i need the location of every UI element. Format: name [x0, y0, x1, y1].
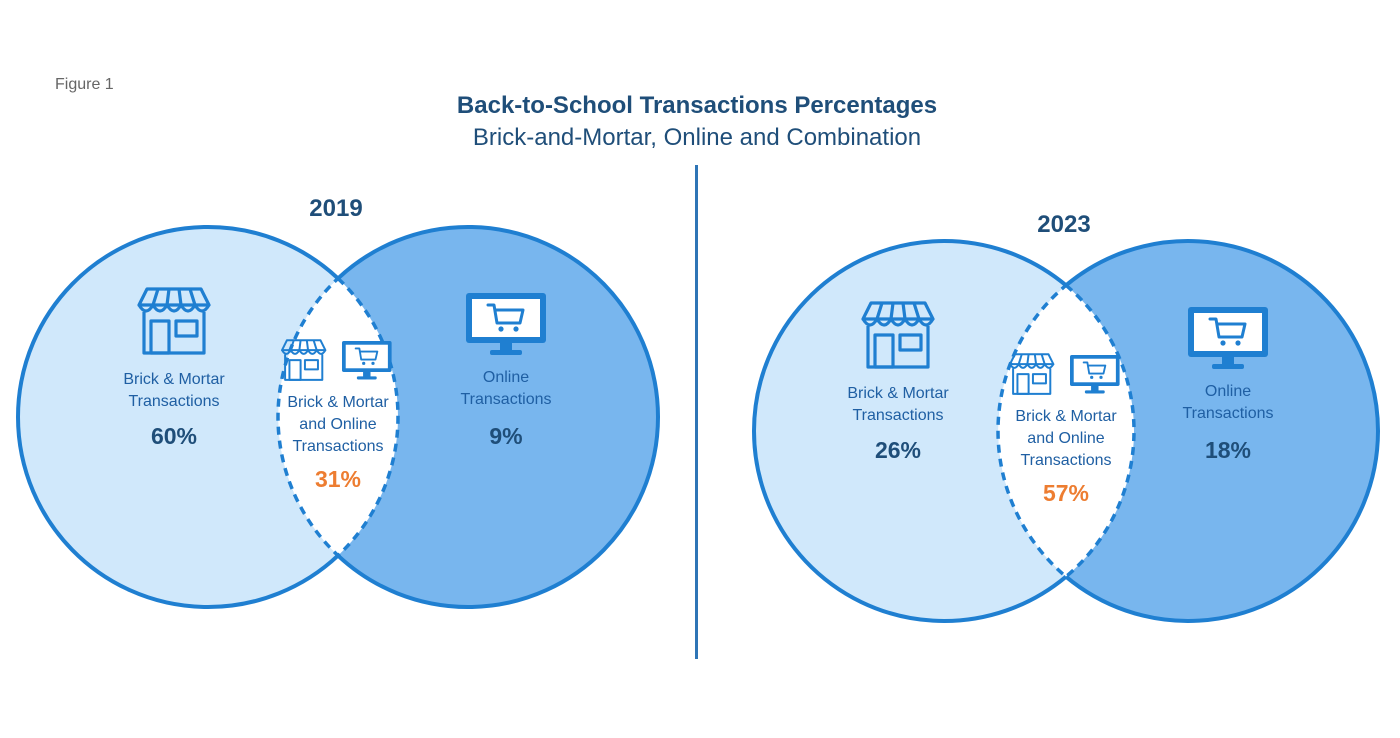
- online-outline: [1064, 239, 1380, 623]
- overlap-label: Brick & Mortar: [1015, 408, 1117, 425]
- venn-2023: 2023 Brick & Mortar Transactions 26% Online T…: [752, 211, 1380, 623]
- brick-mortar-value: 26%: [875, 437, 921, 463]
- brick-mortar-label: Transactions: [129, 393, 220, 410]
- storefront-icon: [861, 301, 935, 369]
- storefront-icon: [137, 287, 211, 355]
- online-label: Online: [483, 369, 529, 386]
- figure-label: Figure 1: [55, 76, 114, 93]
- online-value: 9%: [489, 423, 522, 449]
- monitor-cart-icon: [1188, 307, 1268, 369]
- overlap-label: Transactions: [1021, 452, 1112, 469]
- brick-mortar-label: Transactions: [853, 407, 944, 424]
- panel-divider: [695, 165, 698, 659]
- monitor-cart-icon: [342, 341, 392, 380]
- brick-mortar-label: Brick & Mortar: [123, 371, 225, 388]
- online-outline: [336, 225, 660, 609]
- monitor-cart-icon: [1070, 355, 1120, 394]
- overlap-label: Brick & Mortar: [287, 394, 389, 411]
- overlap-value: 31%: [315, 466, 361, 492]
- brick-mortar-value: 60%: [151, 423, 197, 449]
- monitor-cart-icon: [466, 293, 546, 355]
- online-label: Transactions: [1183, 405, 1274, 422]
- venn-year-label: 2019: [309, 195, 362, 222]
- storefront-icon: [1009, 353, 1055, 395]
- online-value: 18%: [1205, 437, 1251, 463]
- overlap-label: and Online: [1027, 430, 1104, 447]
- online-label: Online: [1205, 383, 1251, 400]
- online-label: Transactions: [461, 391, 552, 408]
- venn-year-label: 2023: [1037, 211, 1090, 238]
- storefront-icon: [281, 339, 327, 381]
- brick-mortar-outline: [752, 239, 1068, 623]
- overlap-label: and Online: [299, 416, 376, 433]
- overlap-value: 57%: [1043, 480, 1089, 506]
- brick-mortar-label: Brick & Mortar: [847, 385, 949, 402]
- chart-subtitle: Brick-and-Mortar, Online and Combination: [472, 124, 922, 151]
- chart-title: Back-to-School Transactions Percentages: [456, 92, 938, 119]
- venn-2019: 2019 Brick & Mortar Transactions 60% Online T…: [16, 195, 660, 609]
- overlap-label: Transactions: [293, 438, 384, 455]
- brick-mortar-outline: [16, 225, 340, 609]
